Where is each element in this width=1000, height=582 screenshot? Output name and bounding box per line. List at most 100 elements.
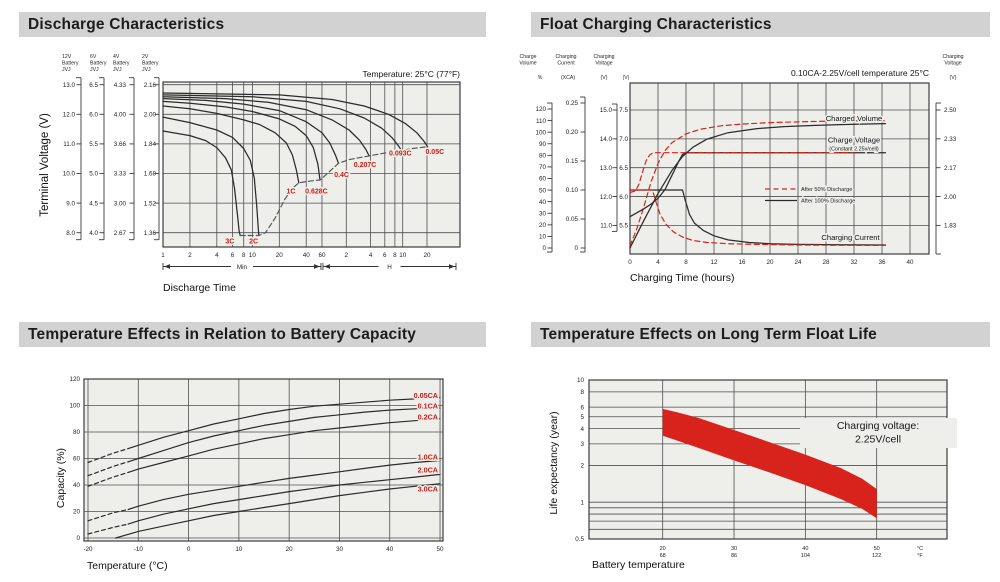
svg-text:3: 3 <box>580 441 584 448</box>
svg-text:0.4C: 0.4C <box>334 172 349 179</box>
svg-text:0.25: 0.25 <box>566 100 579 107</box>
svg-text:16: 16 <box>738 259 746 266</box>
svg-text:4V: 4V <box>113 54 120 60</box>
svg-text:2.33: 2.33 <box>944 136 957 143</box>
float-life-panel: Temperature Effects on Long Term Float L… <box>500 300 1000 582</box>
svg-text:Charge: Charge <box>519 54 536 60</box>
svg-text:Charged Volume: Charged Volume <box>826 114 883 123</box>
svg-text:3.00: 3.00 <box>114 200 127 207</box>
svg-text:2C: 2C <box>249 239 258 246</box>
svg-text:20: 20 <box>423 252 431 259</box>
svg-text:0.05: 0.05 <box>566 216 579 223</box>
svg-text:0: 0 <box>542 245 546 252</box>
svg-text:20: 20 <box>73 509 81 516</box>
svg-text:12: 12 <box>710 259 718 266</box>
svg-text:Life expectancy (year): Life expectancy (year) <box>548 411 560 514</box>
svg-text:8: 8 <box>393 252 397 259</box>
svg-text:0: 0 <box>628 259 632 266</box>
svg-text:Battery temperature: Battery temperature <box>592 559 685 571</box>
svg-text:10: 10 <box>399 252 407 259</box>
section-title-discharge: Discharge Characteristics <box>19 12 486 37</box>
svg-text:Volume: Volume <box>519 61 536 67</box>
section-title-discharge-text: Discharge Characteristics <box>28 16 225 33</box>
svg-text:15.0: 15.0 <box>600 107 613 114</box>
svg-text:(V): (V) <box>601 75 608 81</box>
svg-text:1.84: 1.84 <box>144 141 157 148</box>
svg-text:100: 100 <box>535 129 546 136</box>
svg-text:30: 30 <box>539 210 547 217</box>
svg-text:100: 100 <box>69 403 80 410</box>
svg-text:Charging: Charging <box>593 54 614 60</box>
svg-text:0.05CA: 0.05CA <box>414 391 438 400</box>
svg-text:11.0: 11.0 <box>63 141 75 148</box>
svg-text:5.5: 5.5 <box>89 141 98 148</box>
svg-text:Charging Current: Charging Current <box>821 233 880 242</box>
svg-text:Min: Min <box>237 264 248 271</box>
svg-text:(V): (V) <box>950 75 957 81</box>
svg-text:40: 40 <box>303 252 311 259</box>
svg-text:After 50% Discharge: After 50% Discharge <box>801 187 852 193</box>
svg-text:14.0: 14.0 <box>600 136 613 143</box>
svg-text:0.10: 0.10 <box>566 187 579 194</box>
svg-text:6.0: 6.0 <box>89 112 98 119</box>
temp-capacity-panel: Temperature Effects in Relation to Batte… <box>0 300 500 582</box>
svg-text:8: 8 <box>684 259 688 266</box>
svg-text:68: 68 <box>660 553 666 559</box>
svg-text:60: 60 <box>318 252 326 259</box>
svg-text:Battery: Battery <box>113 61 130 67</box>
svg-text:40: 40 <box>802 546 808 552</box>
svg-text:0.2CA: 0.2CA <box>418 413 438 422</box>
svg-text:2.50: 2.50 <box>944 107 957 114</box>
svg-text:120: 120 <box>69 376 80 383</box>
svg-text:2.16: 2.16 <box>144 82 157 89</box>
svg-text:4.00: 4.00 <box>114 112 127 119</box>
section-title-float-charging-text: Float Charging Characteristics <box>540 16 772 33</box>
svg-text:4: 4 <box>580 426 584 433</box>
svg-text:2: 2 <box>345 252 349 259</box>
float-life-chart: Charging voltage:2.25V/cell1086543210.52… <box>548 377 957 571</box>
svg-text:6.5: 6.5 <box>89 82 98 89</box>
svg-text:H: H <box>387 264 392 271</box>
float-charging-chart: Charged Volume Charge Voltage (Constant 2.… <box>519 54 963 284</box>
section-title-temp-capacity: Temperature Effects in Relation to Batte… <box>19 322 486 347</box>
svg-text:Charging: Charging <box>942 54 963 60</box>
svg-text:8: 8 <box>242 252 246 259</box>
svg-text:9.0: 9.0 <box>66 200 75 207</box>
svg-text:32: 32 <box>850 259 858 266</box>
svg-text:4.5: 4.5 <box>89 200 98 207</box>
svg-text:7.5: 7.5 <box>619 107 628 114</box>
svg-text:13.0: 13.0 <box>63 82 76 89</box>
svg-text:2.67: 2.67 <box>114 230 127 237</box>
svg-text:50: 50 <box>539 187 547 194</box>
svg-text:60: 60 <box>539 176 547 183</box>
svg-text:1: 1 <box>161 252 165 259</box>
svg-text:10: 10 <box>539 234 547 241</box>
svg-text:0: 0 <box>76 535 80 542</box>
svg-text:110: 110 <box>536 118 547 125</box>
svg-text:24: 24 <box>794 259 802 266</box>
svg-text:12.0: 12.0 <box>63 112 76 119</box>
svg-text:4.33: 4.33 <box>114 82 127 89</box>
svg-text:1.68: 1.68 <box>144 171 157 178</box>
svg-text:0: 0 <box>574 245 578 252</box>
svg-text:120: 120 <box>535 106 546 113</box>
svg-text:40: 40 <box>73 482 81 489</box>
svg-text:(V): (V) <box>623 75 630 81</box>
svg-text:0.05C: 0.05C <box>425 149 444 156</box>
svg-text:(Constant 2.25v/cell): (Constant 2.25v/cell) <box>829 146 879 152</box>
svg-text:0.1CA: 0.1CA <box>418 401 438 410</box>
svg-text:Voltage: Voltage <box>944 61 961 67</box>
svg-text:1.52: 1.52 <box>144 200 157 207</box>
svg-text:(XCA): (XCA) <box>561 75 575 81</box>
svg-text:6.5: 6.5 <box>619 165 628 172</box>
svg-text:Voltage: Voltage <box>595 61 612 67</box>
svg-text:Discharge Time: Discharge Time <box>163 282 236 294</box>
svg-text:40: 40 <box>539 199 547 206</box>
svg-text:10.0: 10.0 <box>63 171 76 178</box>
svg-text:5: 5 <box>580 414 584 421</box>
svg-text:80: 80 <box>73 429 81 436</box>
svg-text:2V: 2V <box>142 54 149 60</box>
svg-text:0.20: 0.20 <box>566 129 579 136</box>
